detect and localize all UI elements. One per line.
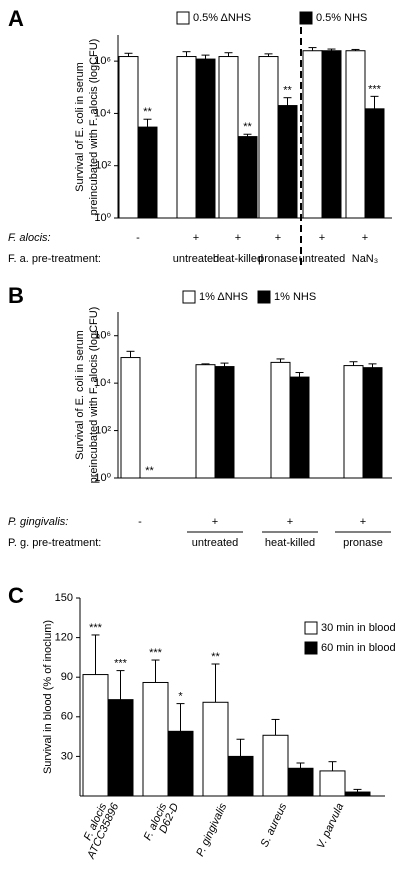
y-axis-label: preincubated with F. alocis (logCFU) — [88, 307, 100, 484]
x-tick-label: + — [319, 232, 325, 244]
y-axis-label: Survival in blood (% of inoclum) — [42, 620, 54, 774]
bar — [364, 108, 385, 219]
y-tick-label: 10⁴ — [94, 377, 111, 389]
significance: * — [178, 691, 183, 703]
bar — [289, 376, 310, 479]
pretreatment-label: untreated — [299, 253, 345, 265]
x-row-label: F. a. pre-treatment: — [8, 253, 101, 265]
x-row-label: P. gingivalis: — [8, 516, 68, 528]
bar — [142, 681, 169, 797]
y-axis-label: preincubated with F. alocis (logCFU) — [88, 39, 100, 216]
bar — [82, 674, 109, 797]
bar — [120, 357, 141, 479]
bar — [287, 767, 314, 797]
pretreatment-label: heat-killed — [213, 253, 263, 265]
significance: *** — [114, 658, 128, 670]
x-tick-label: + — [360, 516, 366, 528]
y-tick-label: 10⁰ — [94, 472, 111, 484]
legend-swatch — [304, 641, 318, 655]
y-tick-label: 150 — [55, 592, 73, 604]
x-tick-label: + — [212, 516, 218, 528]
x-tick-label: P. gingivalis — [194, 801, 229, 858]
y-tick-label: 90 — [61, 671, 73, 683]
pretreatment-label: NaN₃ — [352, 253, 379, 265]
panel-letter: B — [8, 283, 24, 308]
legend-label: 0.5% ΔNHS — [193, 12, 251, 24]
x-tick-label: - — [138, 516, 142, 528]
y-tick-label: 30 — [61, 750, 73, 762]
x-tick-label: + — [193, 232, 199, 244]
y-tick-label: 10² — [95, 160, 111, 172]
legend-label: 0.5% NHS — [316, 12, 367, 24]
bar — [344, 791, 371, 797]
bar — [195, 58, 216, 219]
bar — [302, 50, 323, 219]
legend-label: 30 min in blood — [321, 622, 396, 634]
pretreatment-label: untreated — [192, 537, 238, 549]
legend-swatch — [182, 290, 196, 304]
y-tick-label: 10⁶ — [94, 330, 111, 342]
legend-swatch — [176, 11, 190, 25]
x-tick-label: + — [287, 516, 293, 528]
x-tick-label: + — [362, 232, 368, 244]
bar — [118, 56, 139, 219]
x-tick-label: S. aureus — [259, 801, 290, 849]
significance: ** — [211, 651, 220, 663]
bar — [258, 56, 279, 219]
significance: ** — [283, 85, 292, 97]
legend-label: 1% ΔNHS — [199, 291, 248, 303]
pretreatment-label: pronase — [343, 537, 383, 549]
significance: ** — [143, 106, 152, 118]
bar — [270, 361, 291, 479]
y-tick-label: 60 — [61, 711, 73, 723]
legend-swatch — [257, 290, 271, 304]
bar — [321, 50, 342, 219]
bar — [277, 105, 298, 219]
y-tick-label: 120 — [55, 632, 73, 644]
bar — [343, 365, 364, 479]
legend-swatch — [304, 621, 318, 635]
y-tick-label: 10⁰ — [94, 212, 111, 224]
significance: *** — [368, 83, 382, 95]
bar — [227, 755, 254, 797]
x-tick-label: + — [275, 232, 281, 244]
y-tick-label: 10⁴ — [94, 107, 111, 119]
bar — [107, 699, 134, 797]
bar — [237, 136, 258, 219]
bar — [214, 366, 235, 479]
bar — [262, 734, 289, 797]
significance: ** — [145, 465, 154, 477]
bar — [137, 126, 158, 219]
legend-swatch — [299, 11, 313, 25]
significance: *** — [89, 622, 103, 634]
legend-label: 1% NHS — [274, 291, 316, 303]
x-tick-label: + — [235, 232, 241, 244]
y-tick-label: 10² — [95, 424, 111, 436]
panel-letter: A — [8, 6, 24, 31]
significance: ** — [243, 121, 252, 133]
pretreatment-label: pronase — [258, 253, 298, 265]
legend-label: 60 min in blood — [321, 642, 396, 654]
bar — [218, 56, 239, 219]
bar — [319, 770, 346, 797]
pretreatment-label: untreated — [173, 253, 219, 265]
bar — [202, 701, 229, 797]
bar — [345, 50, 366, 219]
y-tick-label: 10⁶ — [94, 55, 111, 67]
x-tick-label: V. parvula — [315, 801, 346, 850]
pretreatment-label: heat-killed — [265, 537, 315, 549]
bar — [176, 56, 197, 219]
y-axis-label: Survival of E. coli in serum — [74, 62, 86, 192]
bar — [195, 364, 216, 479]
bar — [362, 367, 383, 479]
bar — [167, 730, 194, 797]
x-row-label: P. g. pre-treatment: — [8, 537, 101, 549]
x-tick-label: - — [136, 232, 140, 244]
y-axis-label: Survival of E. coli in serum — [74, 330, 86, 460]
panel-letter: C — [8, 583, 24, 608]
significance: *** — [149, 647, 163, 659]
x-row-label: F. alocis: — [8, 232, 51, 244]
